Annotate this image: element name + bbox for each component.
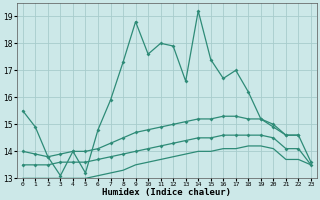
X-axis label: Humidex (Indice chaleur): Humidex (Indice chaleur) (102, 188, 231, 197)
